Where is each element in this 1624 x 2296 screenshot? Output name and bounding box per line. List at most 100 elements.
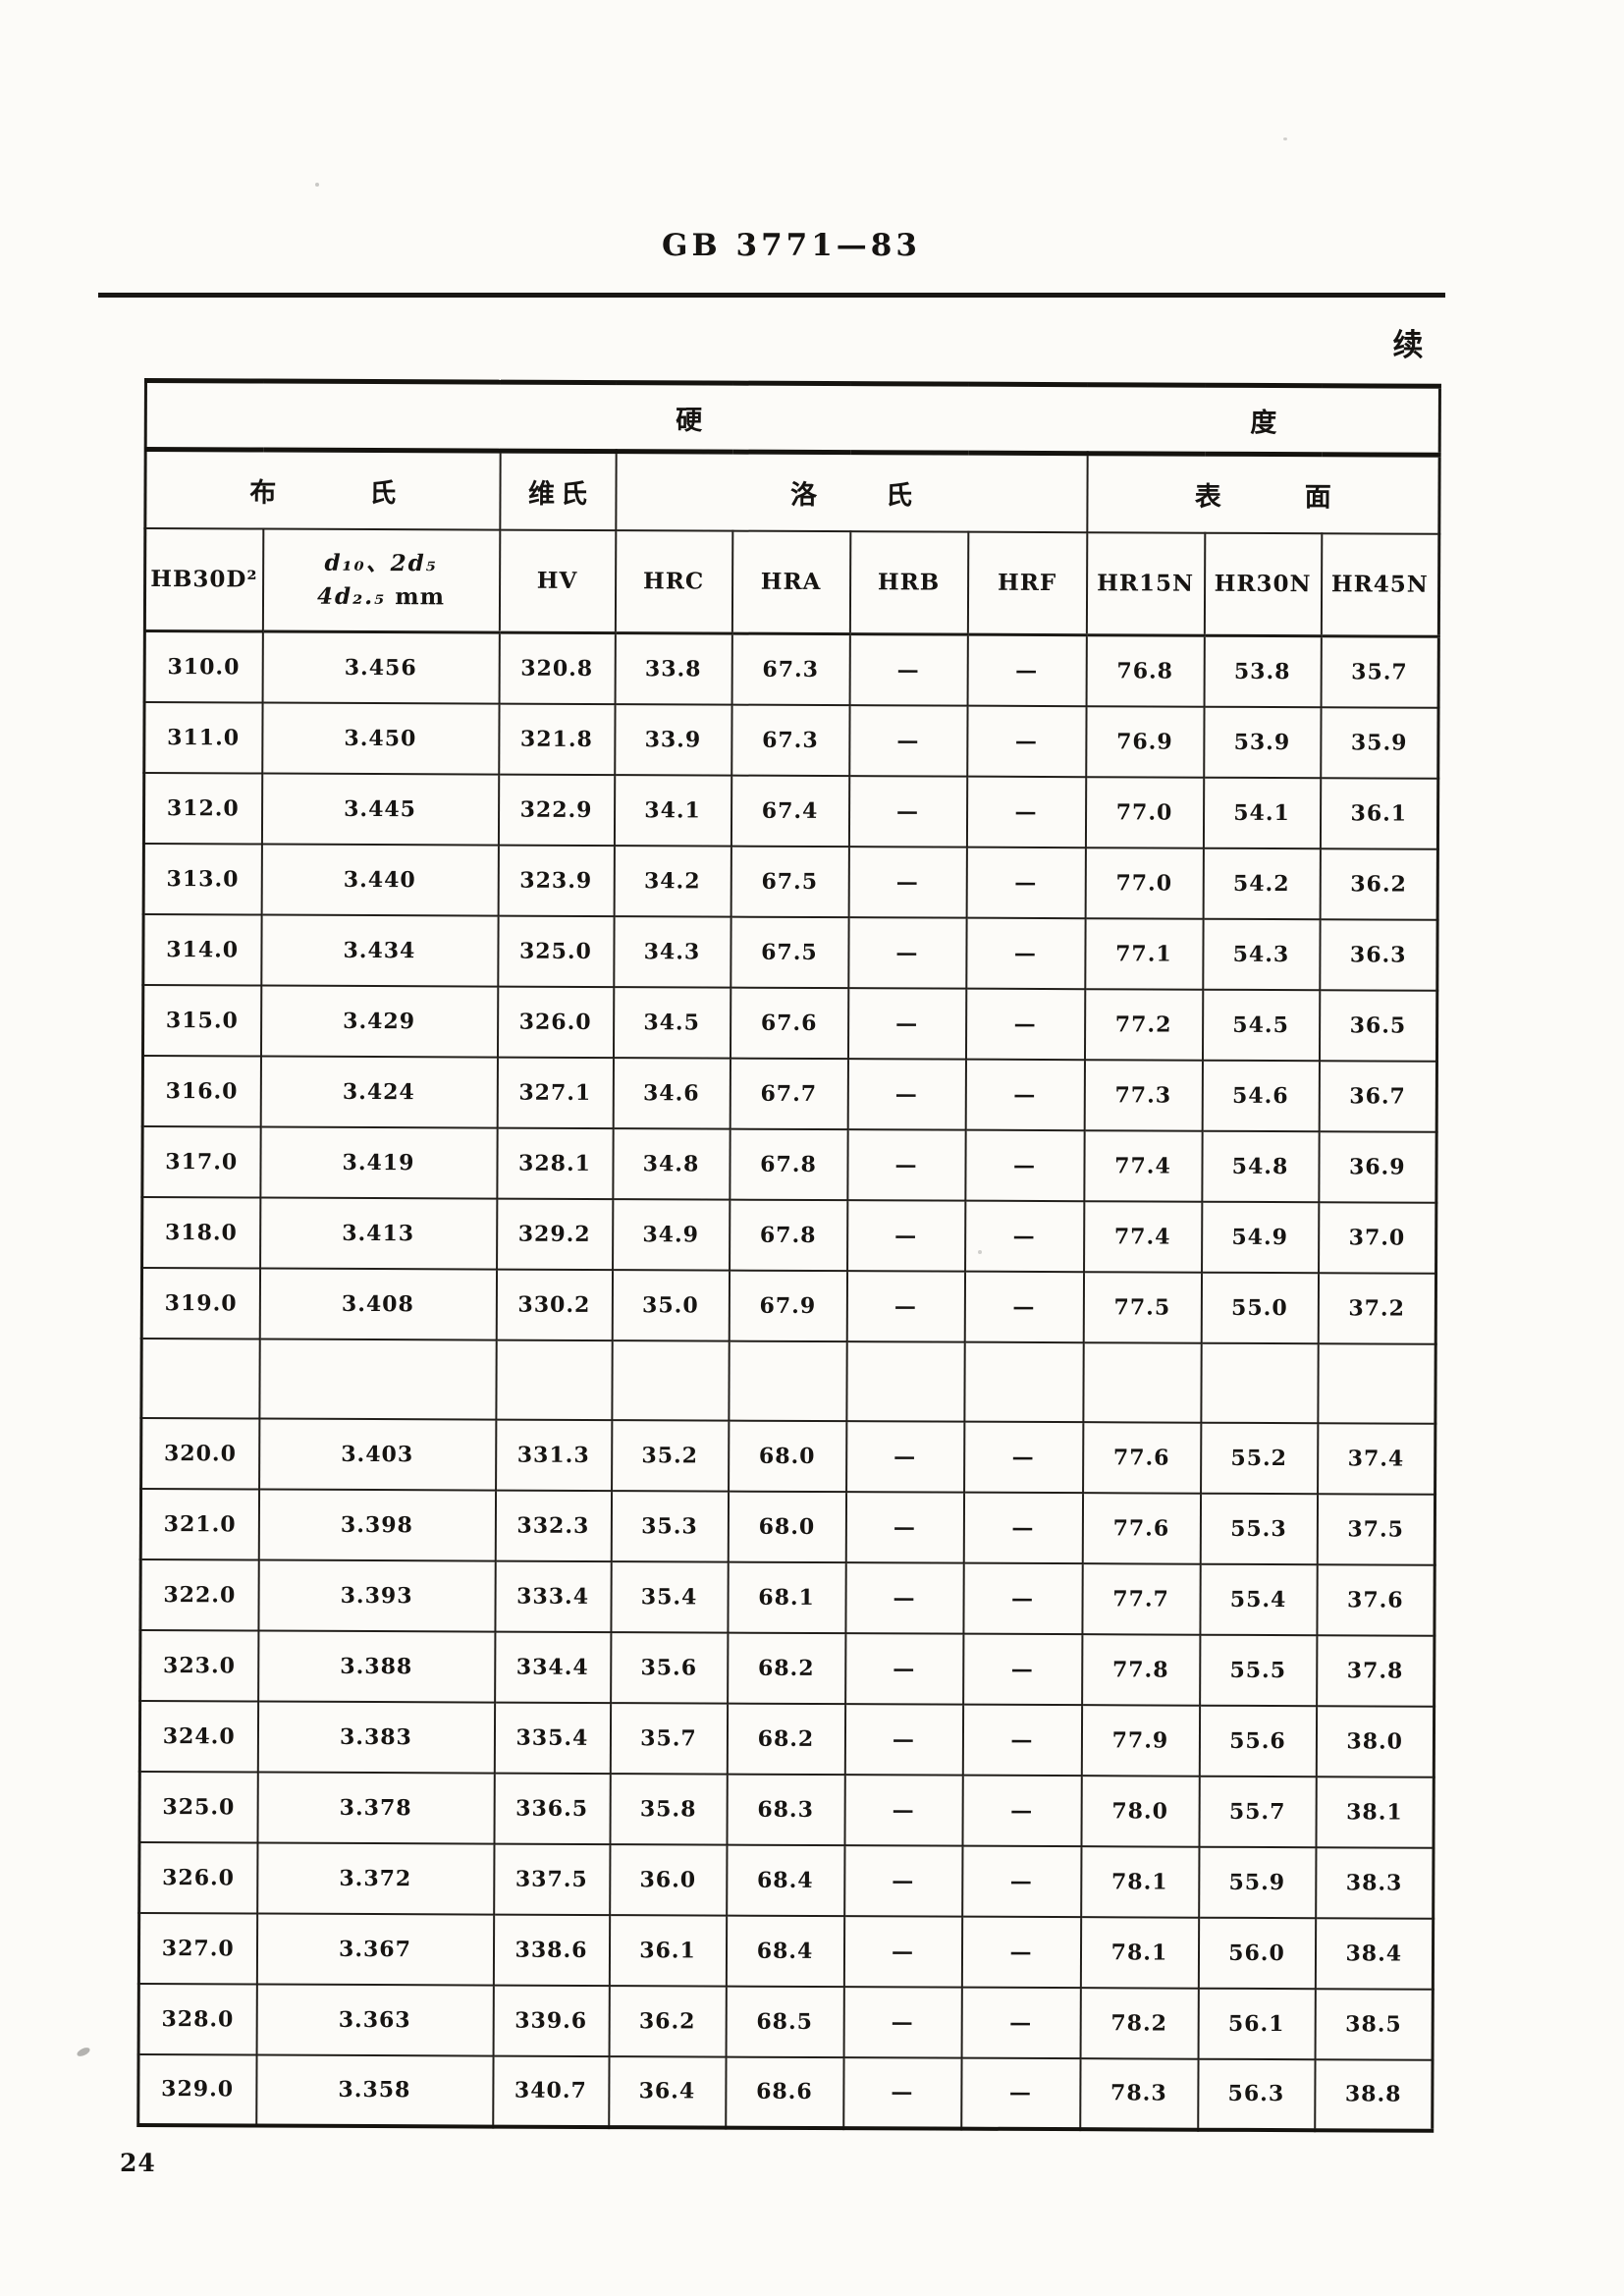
scan-artifact <box>315 183 319 187</box>
table-cell: 67.7 <box>730 1058 848 1129</box>
table-cell: 328.0 <box>138 1983 257 2055</box>
table-cell: 78.0 <box>1080 1775 1200 1847</box>
hardness-title-cell: 硬 度 <box>145 380 1440 456</box>
table-cell: 68.0 <box>728 1491 846 1562</box>
table-cell: 321.8 <box>498 703 616 775</box>
column-header-row: HB30D² d₁₀、2d₅ 4d₂.₅ mm HV HRC HRA HRB H… <box>144 527 1439 637</box>
table-cell: 36.2 <box>1320 847 1438 920</box>
table-cell: 55.0 <box>1201 1272 1319 1343</box>
table-cell: 3.398 <box>258 1489 496 1561</box>
table-cell: 38.4 <box>1315 1917 1434 1990</box>
table-cell: 54.9 <box>1201 1201 1319 1273</box>
table-cell: 336.5 <box>493 1773 611 1844</box>
column-header-hb: HB30D² <box>144 527 263 632</box>
table-cell: 54.2 <box>1203 847 1321 919</box>
table-cell: 38.1 <box>1315 1776 1435 1848</box>
table-row: 314.0 3.434 325.0 34.3 67.5— —77.1 54.3 36.3 <box>142 913 1438 991</box>
table-cell: 38.0 <box>1316 1705 1435 1777</box>
table-cell: 67.8 <box>729 1128 848 1200</box>
page-title: GB 3771—83 <box>662 228 921 263</box>
hardness-label-left: 硬 <box>676 405 704 436</box>
table-cell: 3.445 <box>261 773 499 846</box>
table-cell: 56.1 <box>1198 1988 1316 2059</box>
group-header-brinell: 布氏 <box>144 449 501 530</box>
table-cell: 3.358 <box>255 2054 494 2127</box>
table-cell: 3.367 <box>256 1913 494 1986</box>
spacer-cell <box>495 1339 613 1420</box>
table-cell: 76.8 <box>1086 634 1205 707</box>
d-header-line2-formula: 4d₂.₅ <box>316 582 387 610</box>
table-cell: 37.0 <box>1318 1201 1436 1274</box>
table-cell: — <box>965 988 1085 1060</box>
table-cell: 339.6 <box>493 1985 610 2056</box>
table-cell: 68.4 <box>726 1844 844 1916</box>
table-cell: 54.1 <box>1203 777 1321 848</box>
table-row: 310.0 3.456 320.8 33.8 67.3— —76.8 53.8 35.7 <box>144 630 1439 708</box>
table-cell: 34.2 <box>614 845 731 917</box>
table-cell: — <box>848 775 967 847</box>
table-row: 328.0 3.363 339.6 36.2 68.5— —78.2 56.1 38.5 <box>138 1983 1434 2060</box>
table-cell: — <box>961 1987 1081 2058</box>
table-cell: 35.9 <box>1320 706 1439 779</box>
table-cell: 321.0 <box>140 1488 259 1560</box>
table-cell: 55.7 <box>1198 1776 1317 1847</box>
table-cell: 35.7 <box>610 1702 728 1775</box>
table-cell: 331.3 <box>495 1419 612 1491</box>
table-cell: 56.3 <box>1197 2058 1316 2130</box>
table-cell: — <box>843 1986 962 2058</box>
table-cell: 77.1 <box>1084 917 1204 990</box>
group-header-row: 布氏 维氏 洛氏 表面 <box>144 449 1440 534</box>
table-cell: 3.456 <box>262 631 500 704</box>
table-cell: 314.0 <box>142 913 262 986</box>
table-cell: 37.2 <box>1318 1272 1436 1344</box>
table-cell: 37.8 <box>1316 1634 1435 1707</box>
table-cell: 327.1 <box>497 1057 614 1128</box>
table-cell: 3.383 <box>257 1701 495 1774</box>
table-cell: 36.0 <box>609 1843 727 1916</box>
table-cell: 338.6 <box>493 1914 610 1986</box>
table-cell: 36.9 <box>1318 1130 1437 1203</box>
group-header-vickers: 维氏 <box>499 451 617 530</box>
table-row: 326.0 3.372 337.5 36.0 68.4— —78.1 55.9 38.3 <box>138 1841 1435 1919</box>
table-cell: — <box>846 1128 966 1201</box>
table-cell: 67.6 <box>730 987 848 1059</box>
table-cell: 54.8 <box>1201 1130 1320 1202</box>
spacer-cell <box>258 1339 497 1420</box>
table-cell: 3.363 <box>256 1984 494 2056</box>
column-header-hrf: HRF <box>967 531 1087 635</box>
table-cell: 68.1 <box>727 1561 846 1633</box>
table-cell: 36.1 <box>1320 777 1438 849</box>
table-cell: 67.5 <box>731 846 849 917</box>
table-cell: — <box>843 1774 963 1846</box>
table-cell: — <box>963 1421 1083 1493</box>
table-cell: 3.403 <box>258 1418 496 1491</box>
spacer-row <box>140 1338 1436 1424</box>
table-row: 322.0 3.393 333.4 35.4 68.1— —77.7 55.4 37.6 <box>139 1558 1435 1636</box>
table-cell: 67.4 <box>731 775 849 847</box>
table-cell: 55.5 <box>1199 1634 1317 1706</box>
table-row: 325.0 3.378 336.5 35.8 68.3— —78.0 55.7 38.1 <box>138 1771 1435 1848</box>
continued-label: 续 <box>1392 328 1424 363</box>
spacer-cell <box>140 1338 260 1419</box>
table-cell: 77.3 <box>1084 1059 1203 1131</box>
spacer-cell <box>728 1340 847 1421</box>
table-cell: 317.0 <box>141 1125 261 1198</box>
table-cell: 68.3 <box>726 1774 845 1845</box>
table-cell: 55.9 <box>1198 1846 1316 1918</box>
table-row: 321.0 3.398 332.3 35.3 68.0— —77.6 55.3 37.5 <box>140 1488 1435 1565</box>
spacer-cell <box>963 1341 1084 1422</box>
table-cell: 322.9 <box>498 774 615 846</box>
table-cell: 78.1 <box>1080 1845 1199 1918</box>
table-cell: 77.4 <box>1083 1129 1203 1202</box>
table-cell: 3.424 <box>260 1056 498 1128</box>
table-cell: 37.4 <box>1317 1422 1435 1495</box>
table-cell: 312.0 <box>143 772 262 845</box>
table-cell: — <box>961 1916 1081 1988</box>
table-cell: 54.5 <box>1202 989 1320 1061</box>
table-cell: — <box>847 1058 966 1130</box>
table-cell: 68.2 <box>727 1632 845 1704</box>
table-cell: 35.3 <box>611 1490 729 1562</box>
table-cell: 35.8 <box>609 1773 728 1845</box>
table-cell: — <box>847 916 967 989</box>
table-cell: 315.0 <box>142 984 261 1057</box>
